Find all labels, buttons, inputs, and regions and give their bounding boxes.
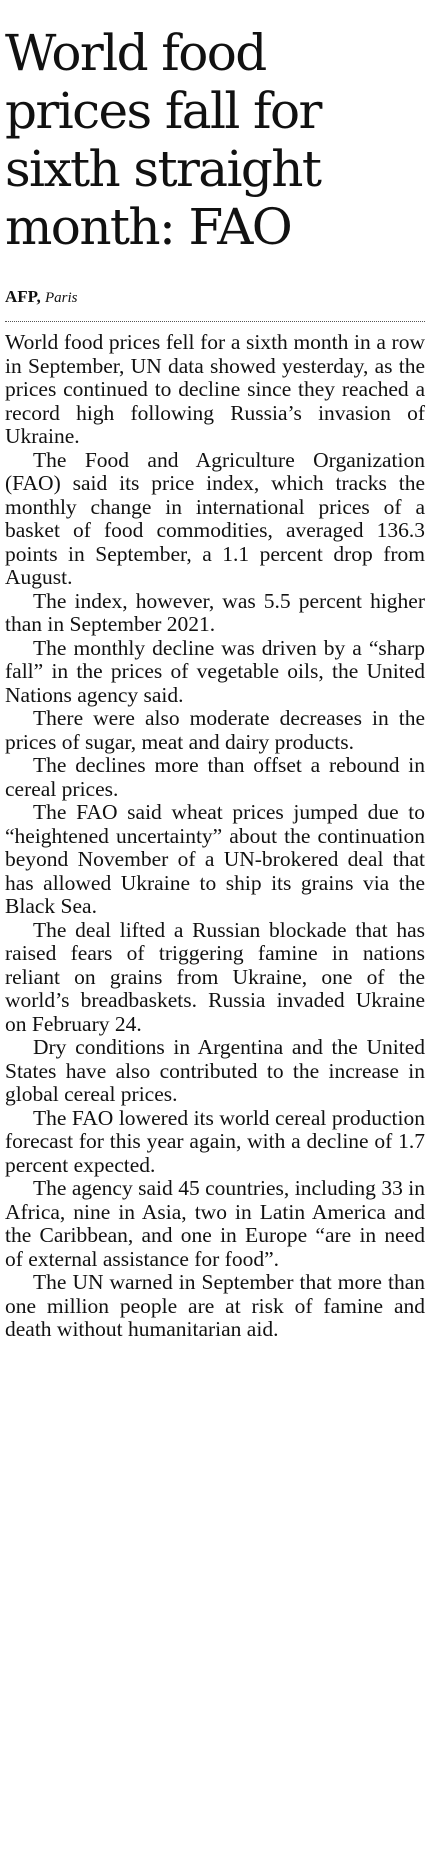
paragraph-4: The monthly decline was driven by a “sha… (5, 635, 425, 707)
article-body: World food prices fell for a sixth month… (5, 330, 425, 1342)
paragraph-6: The declines more than offset a rebound … (5, 753, 425, 801)
paragraph-8: The deal lifted a Russian blockade that … (5, 917, 425, 1036)
byline-place: Paris (45, 290, 78, 306)
paragraph-7: The FAO said wheat prices jumped due to … (5, 800, 425, 918)
paragraph-1: World food prices fell for a sixth month… (5, 330, 425, 448)
news-article: World food prices fall for sixth straigh… (5, 24, 425, 1342)
paragraph-11: The agency said 45 countries, including … (5, 1176, 425, 1271)
paragraph-9: Dry conditions in Argentina and the Unit… (5, 1035, 425, 1106)
byline-agency: AFP, (5, 287, 41, 306)
paragraph-3: The index, however, was 5.5 percent high… (5, 588, 425, 636)
paragraph-10: The FAO lowered its world cereal product… (5, 1105, 425, 1177)
paragraph-2: The Food and Agriculture Organization (F… (5, 447, 425, 589)
paragraph-12: The UN warned in September that more tha… (5, 1270, 425, 1341)
headline: World food prices fall for sixth straigh… (5, 24, 322, 256)
paragraph-5: There were also moderate decreases in th… (5, 706, 425, 754)
byline: AFP, Paris (5, 286, 425, 322)
